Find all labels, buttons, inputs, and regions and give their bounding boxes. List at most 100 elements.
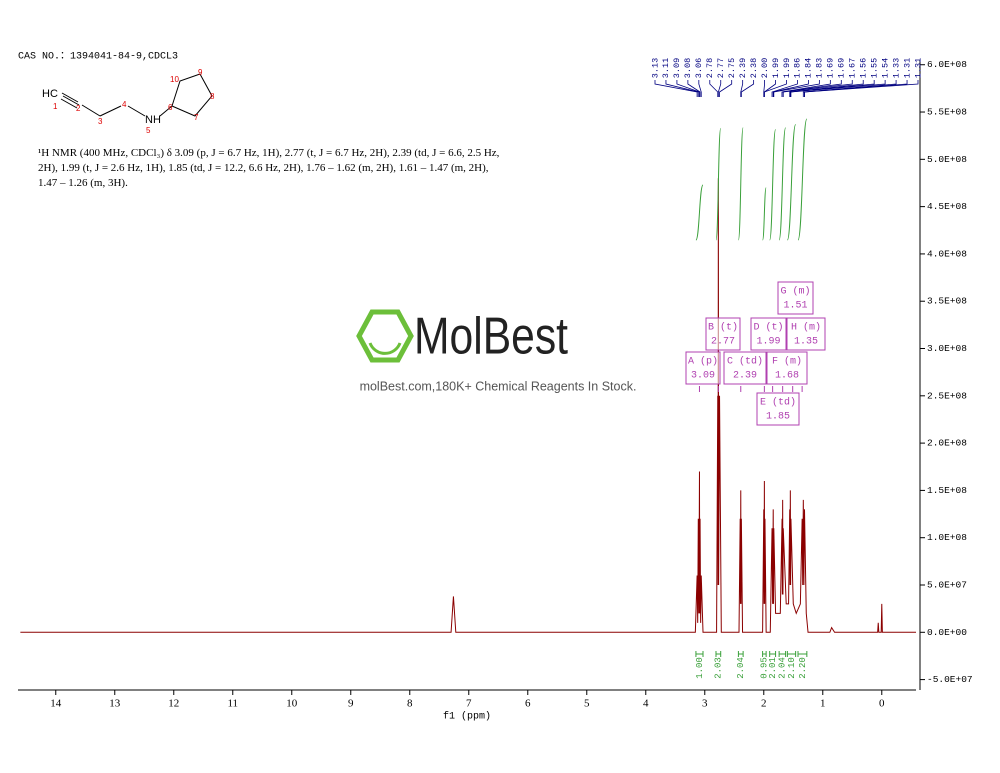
peak-label: 2.75 <box>727 58 737 78</box>
atom-number: 4 <box>122 100 127 109</box>
bond <box>159 105 173 117</box>
multiplet-box <box>766 351 808 385</box>
logo <box>356 309 414 363</box>
peak-connector <box>772 80 809 97</box>
integral-label: 2.01 <box>768 657 778 679</box>
atom-label: HC <box>42 88 58 100</box>
peak-label: 3.13 <box>650 58 660 78</box>
integral-label: 2.04 <box>778 657 788 679</box>
x-axis-label: f1 (ppm) <box>443 711 491 723</box>
multiplet-name: C (td) <box>727 356 763 368</box>
bond <box>62 95 80 106</box>
peak-label: 3.06 <box>694 58 704 78</box>
peak-connector <box>717 80 722 97</box>
peak-label: 1.84 <box>804 58 814 78</box>
integral-bracket <box>786 651 797 657</box>
x-tick-label: 1 <box>820 698 826 710</box>
x-tick-label: 14 <box>50 698 62 710</box>
multiplet-box <box>786 317 826 351</box>
integral-bracket <box>762 651 767 657</box>
integral-curve <box>695 184 704 241</box>
peak-connector <box>763 80 787 97</box>
x-tick-label: 2 <box>761 698 767 710</box>
bond <box>81 104 101 117</box>
peak-label: 1.99 <box>782 58 792 78</box>
peak-label: 1.69 <box>826 58 836 78</box>
y-tick-label: 0.0E+00 <box>927 627 967 638</box>
multiplet-box <box>777 281 814 315</box>
watermark: MolBest molBest.com,180K+ Chemical Reage… <box>356 308 636 393</box>
integral-bracket <box>715 651 722 657</box>
integral-curve <box>737 127 744 241</box>
peak-label: 1.67 <box>848 58 858 78</box>
peak-connector <box>781 80 842 97</box>
multiplet-name: D (t) <box>753 322 783 334</box>
bond <box>61 92 79 103</box>
atom-number: 7 <box>194 113 199 122</box>
x-tick-label: 4 <box>643 698 649 710</box>
multiplet-box <box>750 317 787 351</box>
multiplet-name: F (m) <box>772 356 802 368</box>
peak-label: 1.31 <box>902 58 912 78</box>
peak-connector <box>709 80 719 97</box>
multiplet-shift: 1.68 <box>775 371 799 382</box>
multiplet-shift: 1.99 <box>756 337 780 348</box>
y-tick-label: 2.0E+08 <box>927 438 967 449</box>
integral-label: 2.03 <box>714 657 724 679</box>
multiplet-name: E (td) <box>760 397 796 409</box>
atom-number: 2 <box>76 104 81 113</box>
multiplet-shift: 1.85 <box>766 412 790 423</box>
atom-number: 10 <box>170 75 179 84</box>
x-tick-label: 3 <box>702 698 708 710</box>
peak-connector <box>771 80 798 97</box>
y-tick-label: 1.0E+08 <box>927 532 967 543</box>
x-tick-label: 10 <box>286 698 298 710</box>
structure-labels: HC 1 2 3 4 NH 5 6 7 8 9 10 <box>42 68 215 135</box>
y-tick-label: 3.5E+08 <box>927 296 967 307</box>
x-tick-label: 9 <box>348 698 354 710</box>
peak-label: 1.99 <box>771 58 781 78</box>
multiplet-name: H (m) <box>791 322 821 334</box>
multiplet-shift: 3.09 <box>691 371 715 382</box>
peak-label: 1.54 <box>880 58 890 78</box>
nmr-description: ¹H NMR (400 MHz, CDCl₃) δ 3.09 (p, J = 6… <box>38 147 500 189</box>
peak-label: 1.55 <box>869 58 879 78</box>
y-tick-label: 2.5E+08 <box>927 390 967 401</box>
y-tick-label: 4.5E+08 <box>927 201 967 212</box>
y-tick-label: 5.0E+08 <box>927 154 967 165</box>
integral-label: 1.00 <box>695 657 705 679</box>
peak-label: 1.86 <box>793 58 803 78</box>
x-tick-label: 5 <box>584 698 590 710</box>
peak-connector <box>740 80 744 97</box>
integral-curve <box>769 128 777 241</box>
ring <box>171 73 213 117</box>
y-tick-label: 3.0E+08 <box>927 343 967 354</box>
y-tick-label: 1.5E+08 <box>927 485 967 496</box>
multiplet-box <box>756 392 800 426</box>
multiplet-name: G (m) <box>780 286 810 298</box>
integral-curve <box>797 118 808 241</box>
integral-curve <box>762 187 767 241</box>
peak-connector <box>740 80 755 97</box>
x-tick-label: 0 <box>879 698 885 710</box>
atom-number: 8 <box>210 92 215 101</box>
x-tick-label: 11 <box>227 698 238 710</box>
atom-number: 5 <box>146 126 151 135</box>
peak-label: 1.31 <box>913 58 923 78</box>
multiplet-box <box>705 317 741 351</box>
peak-connector <box>789 80 875 97</box>
peak-connector <box>698 80 702 97</box>
bond <box>127 105 146 117</box>
multiplet-shift: 1.51 <box>783 301 807 312</box>
peak-connector <box>719 80 733 97</box>
x-tick-label: 7 <box>466 698 472 710</box>
peak-connector <box>676 80 700 97</box>
integral-curve <box>786 124 797 241</box>
peak-connector <box>763 80 765 97</box>
integral-label: 2.04 <box>736 657 746 679</box>
multiplet-shift: 2.77 <box>711 337 735 348</box>
peak-connector <box>654 80 698 97</box>
integral-label: 2.20 <box>798 657 808 679</box>
integral-curve <box>715 127 722 241</box>
